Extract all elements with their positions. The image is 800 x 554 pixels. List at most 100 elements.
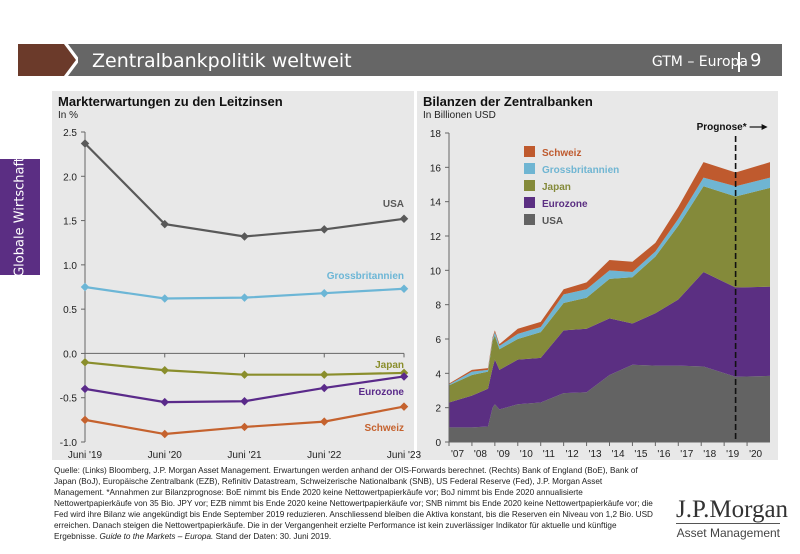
data-point <box>320 417 329 426</box>
legend-label: Schweiz <box>542 148 581 159</box>
series-label: GTM – Europa <box>651 54 748 70</box>
x-tick-label: Juni '20 <box>148 450 183 461</box>
x-tick-label: '16 <box>657 449 670 460</box>
y-tick-label: 2.5 <box>63 128 77 139</box>
legend-label: USA <box>542 216 563 227</box>
y-tick-label: 2 <box>435 404 441 415</box>
data-point <box>320 288 329 298</box>
left-chart-panel <box>52 91 414 460</box>
jpmorgan-logo: J.P.Morgan Asset Management <box>676 496 789 540</box>
x-tick-label: '14 <box>612 449 625 460</box>
x-tick-label: '07 <box>451 449 464 460</box>
data-point <box>160 366 169 375</box>
data-point <box>240 370 249 379</box>
y-tick-label: 6 <box>435 335 441 346</box>
area-eurozone <box>449 272 770 428</box>
data-point <box>80 415 90 425</box>
data-point <box>240 422 249 432</box>
y-tick-label: 10 <box>430 266 442 277</box>
data-point <box>320 225 329 234</box>
data-point <box>399 284 409 294</box>
legend-swatch <box>524 146 535 157</box>
page-title: Zentralbankpolitik weltweit <box>92 50 352 72</box>
page-number: 9 <box>750 50 762 71</box>
y-tick-label: 0.5 <box>63 305 77 316</box>
data-point <box>80 139 90 148</box>
y-tick-label: -0.5 <box>60 394 78 405</box>
x-tick-label: '19 <box>726 449 739 460</box>
y-tick-label: 18 <box>430 129 442 140</box>
series-label: USA <box>383 199 404 210</box>
sidebar-tab[interactable]: Globale Wirtschaft <box>0 157 40 277</box>
right-chart-subtitle: In Billionen USD <box>423 110 496 121</box>
y-tick-label: -1.0 <box>60 438 78 449</box>
data-point <box>240 293 249 302</box>
series-label: Japan <box>375 360 404 371</box>
y-tick-label: 1.0 <box>63 261 77 272</box>
footnote-text: Quelle: (Links) Bloomberg, J.P. Morgan A… <box>54 466 653 541</box>
series-label: Schweiz <box>365 423 404 434</box>
x-tick-label: '15 <box>634 449 647 460</box>
area-usa <box>449 364 770 442</box>
x-tick-label: '13 <box>589 449 602 460</box>
data-point <box>160 294 169 303</box>
data-point <box>80 384 90 394</box>
data-point <box>320 370 329 379</box>
area-grossbritannien <box>449 177 770 386</box>
footnote: Quelle: (Links) Bloomberg, J.P. Morgan A… <box>54 465 654 542</box>
y-tick-label: 1.5 <box>63 217 77 228</box>
x-tick-label: Juni '23 <box>387 450 422 461</box>
forecast-label: Prognose* <box>697 122 747 133</box>
data-point <box>80 358 90 367</box>
data-point <box>160 397 169 407</box>
legend-label: Grossbritannien <box>542 165 619 176</box>
left-chart-title: Markterwartungen zu den Leitzinsen <box>58 94 283 109</box>
y-tick-label: 8 <box>435 301 441 312</box>
x-tick-label: '10 <box>520 449 533 460</box>
series-label: Grossbritannien <box>327 271 404 282</box>
footnote-guide: Guide to the Markets – Europa. <box>99 532 214 541</box>
x-tick-label: '18 <box>703 449 716 460</box>
left-chart-subtitle: In % <box>58 110 79 121</box>
data-point <box>240 397 249 406</box>
area-schweiz <box>449 162 770 385</box>
right-chart-title: Bilanzen der Zentralbanken <box>423 94 593 109</box>
data-point <box>399 402 409 411</box>
data-point <box>240 232 249 241</box>
area-japan <box>449 186 770 403</box>
x-tick-label: Juni '19 <box>68 450 103 461</box>
x-tick-label: Juni '21 <box>227 450 262 461</box>
y-tick-label: 0.0 <box>63 349 77 360</box>
y-tick-label: 12 <box>430 232 442 243</box>
legend-label: Eurozone <box>542 199 588 210</box>
data-point <box>160 219 169 229</box>
y-tick-label: 4 <box>435 369 441 380</box>
legend-swatch <box>524 180 535 191</box>
series-label: Eurozone <box>358 387 404 398</box>
y-tick-label: 14 <box>430 198 442 209</box>
forecast-arrowhead-icon <box>761 124 768 130</box>
data-point <box>80 282 90 292</box>
data-point <box>320 383 329 393</box>
y-tick-label: 2.0 <box>63 172 77 183</box>
x-tick-label: '12 <box>566 449 579 460</box>
x-tick-label: '20 <box>749 449 762 460</box>
footnote-date: Stand der Daten: 30. Juni 2019. <box>215 532 332 541</box>
legend-label: Japan <box>542 182 571 193</box>
x-tick-label: Juni '22 <box>307 450 342 461</box>
y-tick-label: 16 <box>430 163 442 174</box>
legend-swatch <box>524 214 535 225</box>
data-point <box>399 214 409 224</box>
legend-swatch <box>524 197 535 208</box>
y-tick-label: 0 <box>435 438 441 449</box>
header-bar <box>18 44 782 76</box>
x-tick-label: '11 <box>543 449 556 460</box>
data-point <box>399 372 409 381</box>
header-chevron <box>18 44 78 76</box>
x-tick-label: '17 <box>680 449 693 460</box>
x-tick-label: '08 <box>474 449 487 460</box>
x-tick-label: '09 <box>497 449 510 460</box>
divider <box>738 52 740 72</box>
